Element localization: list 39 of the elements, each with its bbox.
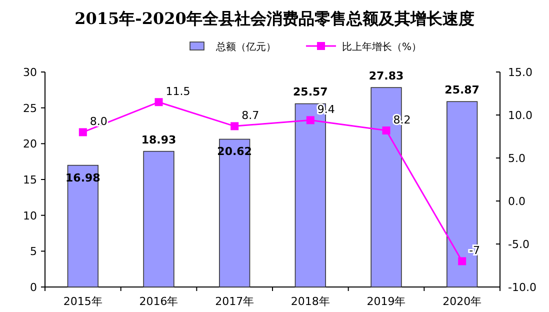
point xyxy=(78,128,87,136)
y-tick-label: 5 xyxy=(30,245,37,258)
chart-title: 2015年-2020年全县社会消费品零售总额及其增长速度 xyxy=(74,9,474,28)
bar xyxy=(143,150,174,288)
y-tick-label: 15 xyxy=(23,174,37,186)
data-label: 25.57 xyxy=(293,86,328,99)
data-label: 11.5 xyxy=(166,85,190,98)
x-tick-label: 2015年 xyxy=(63,295,102,308)
y-tick-label: 0 xyxy=(30,281,37,294)
x-tick-label: 2019年 xyxy=(366,295,406,308)
x-tick-label: 2018年 xyxy=(290,295,330,308)
point xyxy=(154,98,163,106)
y2-tick-label: 10.0 xyxy=(508,109,532,122)
y-tick-label: 25 xyxy=(23,102,37,115)
y2-tick-label: 5.0 xyxy=(508,152,526,165)
y-tick-label: 10 xyxy=(23,209,37,222)
legend-label: 总额（亿元） xyxy=(215,41,276,53)
data-label: 8.0 xyxy=(90,115,108,128)
data-label: 18.93 xyxy=(141,133,176,146)
y2-tick-label: 0.0 xyxy=(508,195,526,208)
y-tick-label: 30 xyxy=(23,66,37,79)
bar xyxy=(446,101,478,288)
y-tick-label: 20 xyxy=(23,138,37,151)
legend-label: 比上年增长（%） xyxy=(342,41,422,53)
data-label: 25.87 xyxy=(444,84,480,97)
x-tick-label: 2017年 xyxy=(215,295,254,308)
x-tick-label: 2020年 xyxy=(442,295,482,308)
point xyxy=(306,116,314,124)
x-tick-label: 2016年 xyxy=(139,295,178,308)
y2-tick-label: 15.0 xyxy=(508,66,532,79)
point xyxy=(458,257,466,266)
data-label: 8.7 xyxy=(242,109,260,122)
data-label: 27.83 xyxy=(368,70,404,83)
y2-tick-label: -5.0 xyxy=(508,238,530,251)
point xyxy=(230,122,239,130)
bar xyxy=(67,164,98,288)
bar xyxy=(219,138,250,288)
y2-tick-label: -10.0 xyxy=(508,281,536,294)
point xyxy=(382,126,390,134)
